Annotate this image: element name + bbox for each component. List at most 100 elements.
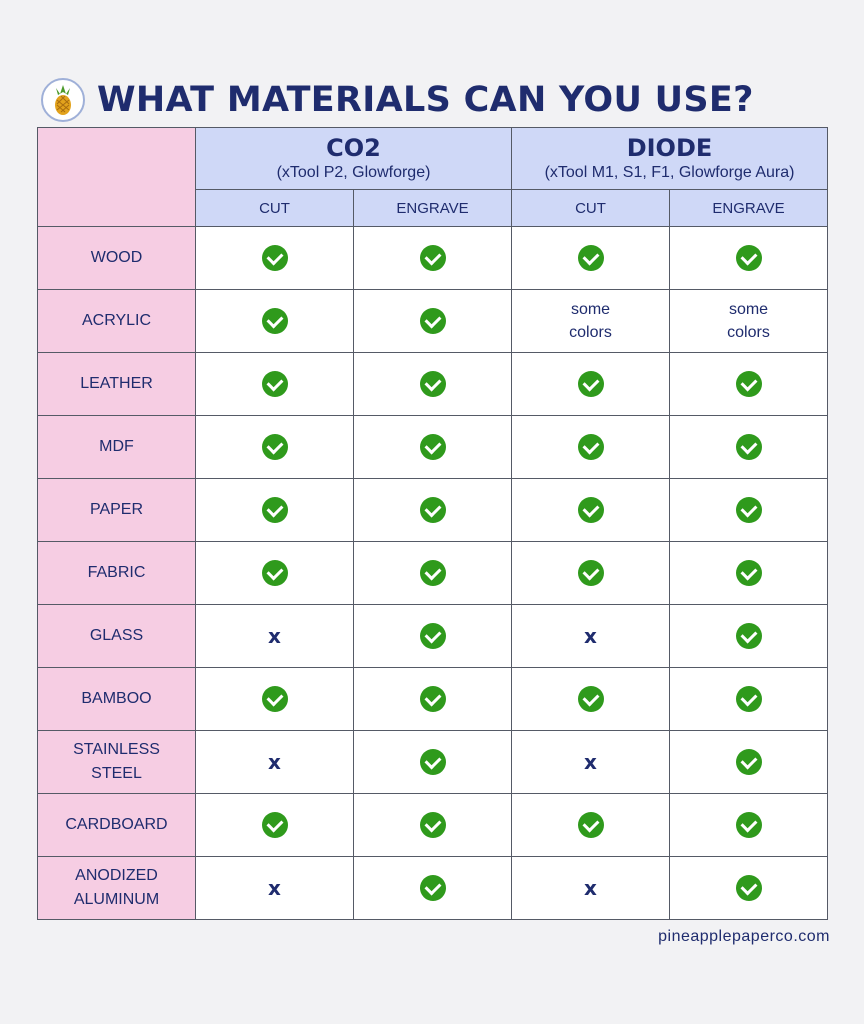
table-cell: [511, 793, 670, 857]
x-mark: x: [584, 750, 597, 774]
table-row: PAPER: [37, 478, 828, 542]
material-label: MDF: [37, 415, 196, 479]
table-cell: [353, 793, 512, 857]
table-row: GLASS x x: [37, 604, 828, 668]
table-row: STAINLESS STEEL x x: [37, 730, 828, 794]
group-name: CO2: [326, 133, 381, 162]
table-cell: [195, 478, 354, 542]
table-cell: [353, 415, 512, 479]
x-mark: x: [268, 750, 281, 774]
subcolumn-header: ENGRAVE: [669, 189, 828, 227]
materials-table: CO2 (xTool P2, Glowforge) DIODE (xTool M…: [37, 127, 828, 920]
table-cell: [195, 415, 354, 479]
table-cell: [195, 667, 354, 731]
check-icon: [735, 371, 762, 397]
x-mark: x: [584, 876, 597, 900]
table-cell: x: [195, 604, 354, 668]
table-cell: x: [511, 604, 670, 668]
table-row: FABRIC: [37, 541, 828, 605]
x-mark: x: [584, 624, 597, 648]
cell-note: some colors: [727, 301, 770, 341]
subcolumn-header: CUT: [195, 189, 354, 227]
table-cell: [669, 667, 828, 731]
table-cell: [669, 415, 828, 479]
check-icon: [419, 560, 446, 586]
group-header-co2: CO2 (xTool P2, Glowforge): [195, 127, 512, 190]
table-body: WOOD ACRYLIC some colors some colors LEATHER…: [37, 226, 828, 920]
check-icon: [261, 371, 288, 397]
check-icon: [735, 623, 762, 649]
cell-note: some colors: [569, 301, 612, 341]
table-cell: [511, 541, 670, 605]
check-icon: [261, 686, 288, 712]
check-icon: [577, 560, 604, 586]
check-icon: [577, 812, 604, 838]
table-cell: [353, 226, 512, 290]
title-bar: WHAT MATERIALS CAN YOU USE?: [38, 76, 830, 124]
check-icon: [261, 308, 288, 334]
page-title: WHAT MATERIALS CAN YOU USE?: [97, 80, 754, 120]
table-cell: [669, 793, 828, 857]
check-icon: [419, 812, 446, 838]
check-icon: [735, 812, 762, 838]
pineapple-icon: [41, 78, 85, 122]
check-icon: [577, 497, 604, 523]
table-cell: [669, 856, 828, 920]
material-label: WOOD: [37, 226, 196, 290]
table-cell: [195, 289, 354, 353]
check-icon: [419, 245, 446, 271]
table-cell: some colors: [511, 289, 670, 353]
table-cell: [511, 667, 670, 731]
table-cell: [195, 793, 354, 857]
table-cell: [353, 667, 512, 731]
table-cell: [669, 478, 828, 542]
material-label: CARDBOARD: [37, 793, 196, 857]
table-cell: [511, 352, 670, 416]
footer-url: pineapplepaperco.com: [658, 928, 830, 945]
table-cell: [353, 352, 512, 416]
group-name: DIODE: [626, 133, 713, 162]
table-cell: [669, 604, 828, 668]
table-row: WOOD: [37, 226, 828, 290]
table-cell: [353, 478, 512, 542]
table-cell: x: [511, 856, 670, 920]
material-label: FABRIC: [37, 541, 196, 605]
group-subtitle: (xTool P2, Glowforge): [276, 163, 431, 181]
material-label: BAMBOO: [37, 667, 196, 731]
table-cell: [511, 415, 670, 479]
table-cell: x: [195, 730, 354, 794]
table-row: ACRYLIC some colors some colors: [37, 289, 828, 353]
table-cell: x: [511, 730, 670, 794]
check-icon: [577, 686, 604, 712]
table-cell: [195, 226, 354, 290]
check-icon: [735, 434, 762, 460]
check-icon: [735, 560, 762, 586]
material-label: ANODIZED ALUMINUM: [37, 856, 196, 920]
table-corner: [37, 127, 196, 227]
group-header-diode: DIODE (xTool M1, S1, F1, Glowforge Aura): [511, 127, 828, 190]
table-row: LEATHER: [37, 352, 828, 416]
table-row: ANODIZED ALUMINUM x x: [37, 856, 828, 920]
table-cell: [511, 478, 670, 542]
check-icon: [261, 560, 288, 586]
table-cell: [353, 604, 512, 668]
subcolumn-header: CUT: [511, 189, 670, 227]
check-icon: [735, 686, 762, 712]
subcolumn-header: ENGRAVE: [353, 189, 512, 227]
table-cell: [195, 541, 354, 605]
table-cell: [195, 352, 354, 416]
material-label: STAINLESS STEEL: [37, 730, 196, 794]
table-cell: [669, 226, 828, 290]
check-icon: [577, 245, 604, 271]
table-cell: [353, 541, 512, 605]
check-icon: [419, 497, 446, 523]
table-cell: [353, 730, 512, 794]
table-cell: [669, 541, 828, 605]
check-icon: [261, 245, 288, 271]
table-cell: x: [195, 856, 354, 920]
check-icon: [735, 245, 762, 271]
x-mark: x: [268, 624, 281, 648]
check-icon: [261, 434, 288, 460]
check-icon: [419, 434, 446, 460]
check-icon: [419, 371, 446, 397]
